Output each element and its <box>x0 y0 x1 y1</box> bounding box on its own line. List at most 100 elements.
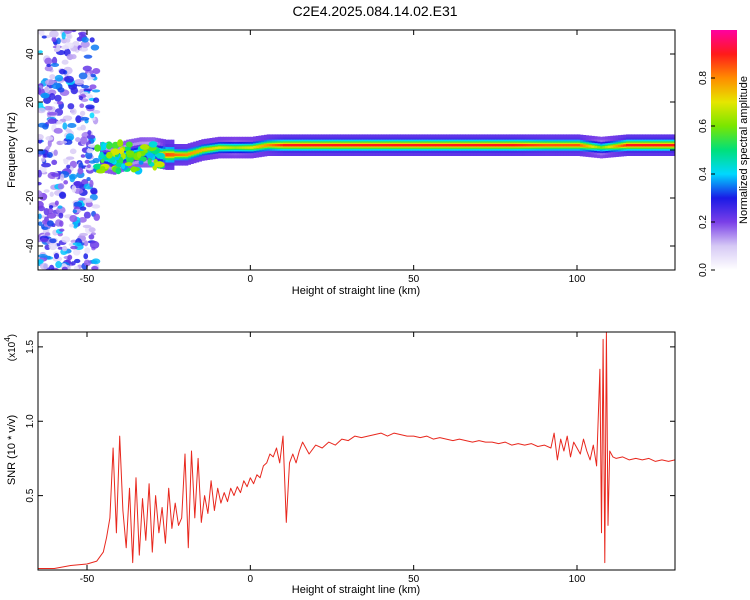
spectrogram-noise-blob <box>56 37 61 45</box>
spectrogram-noise-blob <box>51 82 61 90</box>
spectrogram-ridge-cell <box>217 146 221 149</box>
spectrogram-ridge-cell <box>283 144 287 147</box>
spectrogram-y-tick-label: 40 <box>25 48 36 60</box>
spectrogram-ridge-blob <box>130 166 137 173</box>
spectrogram-x-ticks: -50 0 50 100 <box>80 30 586 285</box>
spectrogram-ridge-cell <box>242 146 246 149</box>
spectrogram-ridge-cell <box>244 146 249 149</box>
spectrogram-ridge-cell <box>419 144 423 147</box>
spectrogram-noise-blob <box>62 122 68 130</box>
spectrogram-ridge-cell <box>634 144 638 147</box>
spectrogram-noise-blob <box>73 248 81 256</box>
spectrogram-ridge-blob <box>99 151 104 159</box>
spectrogram-ridge-cell <box>209 147 213 150</box>
spectrogram-ridge-cell <box>296 144 300 147</box>
spectrogram-noise-blob <box>78 216 87 223</box>
spectrogram-ridge-cell <box>394 144 398 147</box>
spectrogram-ridge-cell <box>424 144 428 147</box>
spectrogram-noise-blob <box>68 173 78 180</box>
spectrogram-noise-blob <box>89 240 100 249</box>
spectrogram-ridge-cell <box>323 144 328 147</box>
spectrogram-noise-blob <box>66 164 71 169</box>
spectrogram-ridge-cell <box>413 144 417 147</box>
spectrogram-ridge-cell <box>664 144 668 147</box>
spectrogram-ridge-cell <box>269 144 273 147</box>
spectrogram-ridge-cell <box>223 146 227 149</box>
spectrogram-noise-blob <box>73 180 83 187</box>
spectrogram-x-label: Height of straight line (km) <box>292 285 420 297</box>
spectrogram-noise-blob <box>53 252 60 260</box>
spectrogram-noise-blob <box>59 220 64 227</box>
spectrogram-noise-blob <box>65 133 75 142</box>
spectrogram-noise-blob <box>81 36 89 43</box>
spectrogram-noise-blob <box>80 154 86 158</box>
spectrogram-noise-blob <box>86 148 94 154</box>
spectrogram-ridge-cell <box>468 144 472 147</box>
spectrogram-noise-blob <box>61 266 68 270</box>
spectrogram-ridge-cell <box>361 144 366 147</box>
snr-multiplier-base: (x10 <box>7 341 18 361</box>
colorbar-tick-label: 0.6 <box>698 119 709 133</box>
spectrogram-ridge-cell <box>234 146 238 149</box>
spectrogram-noise-blob <box>73 201 83 208</box>
spectrogram-ridge-cell <box>514 144 518 147</box>
spectrogram-noise-blob <box>72 209 78 214</box>
spectrogram-ridge-cell <box>381 144 385 147</box>
spectrogram-ridge-cell <box>280 144 284 147</box>
spectrogram-ridge-cell <box>342 144 347 147</box>
spectrogram-noise-blob <box>47 207 54 215</box>
spectrogram-ridge-cell <box>391 144 396 147</box>
spectrogram-ridge-cell <box>639 144 643 147</box>
spectrogram-ridge-cell <box>582 144 587 147</box>
spectrogram-noise-blob <box>47 139 52 148</box>
spectrogram-ridge-cell <box>206 148 211 151</box>
spectrogram-ridge-cell <box>481 144 486 147</box>
spectrogram-ridge-cell <box>446 144 450 147</box>
spectrogram-ridge-cell <box>307 144 311 147</box>
spectrogram-ridge-blob <box>115 167 122 175</box>
spectrogram-ridge-cell <box>655 144 660 147</box>
colorbar-tick-label: 0.4 <box>698 167 709 181</box>
spectrogram-ridge-cell <box>449 144 453 147</box>
spectrogram-ridge-blob <box>95 169 106 174</box>
spectrogram-noise-blob <box>44 79 55 86</box>
spectrogram-ridge-blob <box>100 158 105 163</box>
spectrogram-ridge-cell <box>105 156 109 160</box>
snr-y-label: SNR (10 * v/v) <box>6 415 18 485</box>
spectrogram-noise-blob <box>83 211 91 219</box>
spectrogram-ridge-cell <box>310 144 314 147</box>
spectrogram-x-tick-label: 0 <box>248 274 254 285</box>
spectrogram-noise-blob <box>54 94 62 102</box>
spectrogram-noise-blob <box>86 177 91 182</box>
spectrogram-ridge-cell <box>658 144 662 147</box>
spectrogram-noise-blob <box>51 56 58 65</box>
spectrogram-noise-blob <box>93 213 100 221</box>
spectrogram-ridge-cell <box>500 144 505 147</box>
spectrogram-noise-blob <box>85 151 93 160</box>
spectrogram-ridge-cell <box>193 151 197 154</box>
spectrogram-noise-blob <box>84 159 91 164</box>
spectrogram-ridge-cell <box>636 144 641 147</box>
spectrogram-noise-blob <box>46 255 52 260</box>
spectrogram-ridge-blob <box>119 147 125 155</box>
snr-y-tick-label: 1.0 <box>25 414 36 428</box>
spectrogram-noise-blob <box>49 30 59 38</box>
spectrogram-noise-blob <box>59 191 67 200</box>
spectrogram-ridge-cell <box>579 144 584 147</box>
spectrogram-x-tick-label: 100 <box>569 274 586 285</box>
spectrogram-ridge-blob <box>138 160 144 165</box>
spectrogram-noise-blob <box>79 103 85 109</box>
spectrogram-noise-blob <box>89 37 95 43</box>
spectrogram-ridge-cell <box>397 144 401 147</box>
spectrogram-ridge-cell <box>435 144 439 147</box>
spectrogram-noise-blob <box>38 200 44 209</box>
colorbar-tick-label: 0.8 <box>698 71 709 85</box>
spectrogram-ridge-cell <box>212 147 216 150</box>
spectrogram-ridge-cell <box>266 144 270 147</box>
spectrogram-ridge-cell <box>585 144 590 148</box>
colorbar-ticks: 0.0 0.2 0.4 0.6 0.8 <box>698 71 715 277</box>
spectrogram-noise-blob <box>79 232 88 237</box>
spectrogram-ridge-cell <box>173 153 178 156</box>
spectrogram-ridge-cell <box>536 144 540 147</box>
spectrogram-noise-blob <box>80 136 88 145</box>
